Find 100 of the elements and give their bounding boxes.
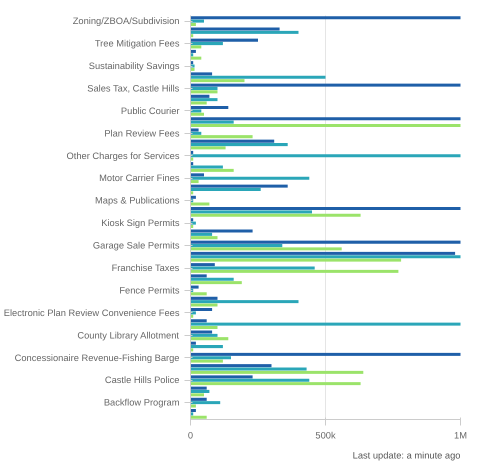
x-tick-label: 0 bbox=[188, 430, 194, 440]
bar bbox=[190, 180, 199, 184]
y-tick-label: Kiosk Sign Permits bbox=[101, 218, 180, 228]
bar bbox=[190, 266, 315, 270]
bar bbox=[190, 214, 361, 217]
bar bbox=[190, 112, 204, 116]
y-tick-label: Maps & Publications bbox=[94, 196, 180, 206]
bar bbox=[190, 128, 199, 132]
y-tick-label: Public Courier bbox=[120, 106, 180, 116]
bar bbox=[190, 140, 274, 143]
bar bbox=[190, 330, 212, 334]
bar bbox=[190, 79, 244, 82]
y-tick-label: Tree Mitigation Fees bbox=[94, 38, 180, 49]
bar bbox=[190, 42, 223, 46]
bar bbox=[190, 165, 223, 169]
bar bbox=[190, 132, 202, 135]
bar bbox=[190, 135, 253, 138]
bar bbox=[190, 124, 460, 127]
bar bbox=[190, 94, 210, 98]
y-tick-label: Sales Tax, Castle Hills bbox=[87, 83, 180, 94]
bar bbox=[190, 240, 460, 244]
y-tick-label: County Library Allotment bbox=[77, 330, 180, 340]
bar bbox=[190, 207, 460, 210]
bar bbox=[190, 401, 220, 404]
bar bbox=[190, 84, 460, 87]
bar bbox=[190, 274, 207, 278]
bar bbox=[190, 154, 460, 158]
text: Last update: a minute ago bbox=[352, 450, 461, 460]
bar bbox=[190, 286, 199, 289]
bar bbox=[190, 322, 460, 326]
bar bbox=[190, 308, 212, 312]
bar bbox=[190, 337, 228, 340]
bar bbox=[190, 296, 218, 300]
y-tick-label: Sustainability Savings bbox=[88, 61, 180, 71]
bar bbox=[190, 196, 196, 199]
bar bbox=[190, 319, 207, 322]
bar bbox=[190, 281, 242, 284]
y-tick-label: Electronic Plan Review Convenience Fees bbox=[4, 308, 180, 318]
bar bbox=[190, 232, 212, 236]
bar bbox=[190, 45, 202, 48]
bar bbox=[190, 370, 364, 374]
bar bbox=[190, 326, 218, 329]
bar bbox=[190, 50, 196, 53]
bar bbox=[190, 342, 196, 345]
x-tick-label: 1M bbox=[454, 430, 467, 440]
bar bbox=[190, 404, 196, 408]
bar bbox=[190, 86, 218, 90]
bar bbox=[190, 398, 207, 401]
y-tick-label: Other Charges for Services bbox=[66, 150, 180, 161]
bar bbox=[190, 56, 202, 60]
bar bbox=[190, 143, 288, 146]
bar bbox=[190, 202, 210, 206]
bar bbox=[190, 30, 298, 34]
bar bbox=[190, 76, 326, 79]
bar bbox=[190, 117, 460, 120]
bar bbox=[190, 352, 460, 356]
bar bbox=[190, 176, 310, 180]
bar bbox=[190, 390, 210, 393]
bar bbox=[190, 38, 258, 42]
bar bbox=[190, 292, 207, 296]
bar bbox=[190, 416, 207, 419]
x-tick-label: 500k bbox=[315, 430, 336, 440]
bar bbox=[190, 263, 215, 266]
bar bbox=[190, 378, 310, 382]
bar bbox=[190, 98, 218, 102]
bar bbox=[190, 382, 361, 386]
y-tick-label: Castle Hills Police bbox=[104, 375, 180, 386]
bar bbox=[190, 364, 272, 368]
bar bbox=[190, 22, 196, 26]
bar bbox=[190, 210, 312, 214]
bar bbox=[190, 106, 228, 110]
bar bbox=[190, 367, 307, 371]
bar bbox=[190, 102, 207, 105]
bar bbox=[190, 173, 204, 176]
bar bbox=[190, 258, 402, 262]
bar bbox=[190, 393, 204, 396]
y-tick-label: Plan Review Fees bbox=[104, 128, 180, 138]
y-tick-label: Franchise Taxes bbox=[112, 263, 180, 273]
bar bbox=[190, 255, 460, 258]
bar bbox=[190, 184, 288, 188]
bar bbox=[190, 236, 218, 240]
bar bbox=[190, 304, 218, 307]
bar bbox=[190, 356, 231, 360]
bar bbox=[190, 168, 234, 172]
bar bbox=[190, 146, 226, 150]
bar bbox=[190, 20, 204, 23]
bar bbox=[190, 247, 342, 250]
bar bbox=[190, 27, 280, 30]
bar bbox=[190, 120, 234, 124]
y-tick-label: Backflow Program bbox=[104, 398, 180, 408]
bar bbox=[190, 72, 212, 76]
y-tick-label: Garage Sale Permits bbox=[92, 240, 180, 251]
bar bbox=[190, 345, 223, 348]
bar bbox=[190, 270, 398, 273]
bar bbox=[190, 375, 253, 378]
bar bbox=[190, 109, 202, 112]
y-tick-label: Concessionaire Revenue-Fishing Barge bbox=[14, 352, 180, 363]
bar bbox=[190, 386, 207, 390]
y-tick-label: Motor Carrier Fines bbox=[99, 173, 180, 184]
bar bbox=[190, 188, 261, 191]
